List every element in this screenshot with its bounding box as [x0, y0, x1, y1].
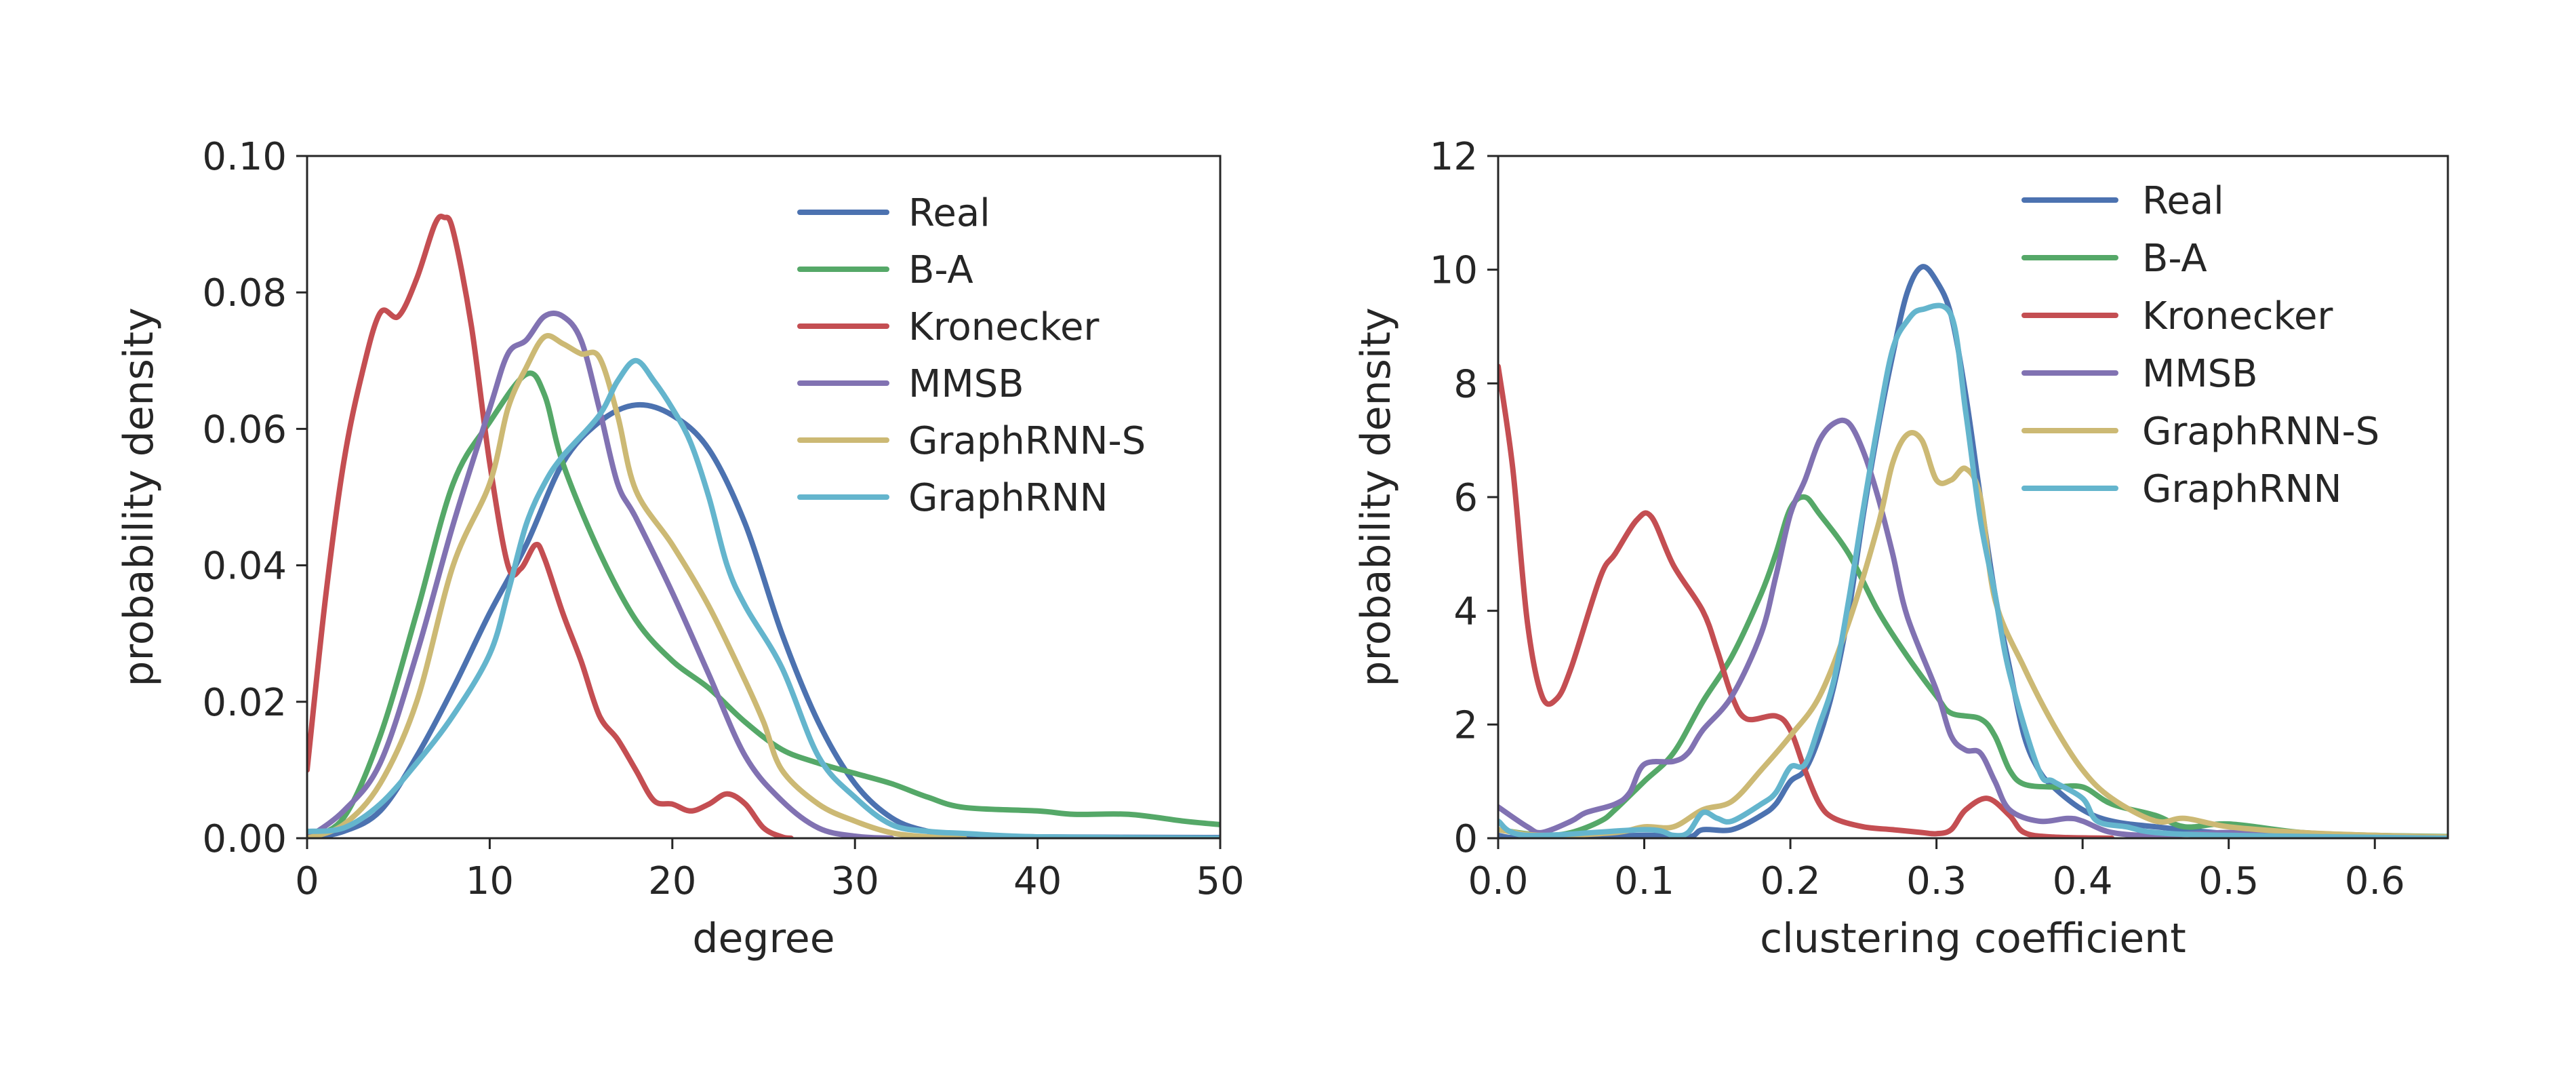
y-tick-label: 8: [1453, 362, 1478, 406]
legend-label: GraphRNN: [908, 476, 1108, 520]
x-tick-label: 0.2: [1760, 859, 1821, 903]
legend-label: Kronecker: [908, 305, 1100, 349]
y-tick-label: 4: [1453, 590, 1478, 634]
legend-label: Kronecker: [2142, 294, 2333, 338]
series-line-real: [1498, 264, 2448, 838]
x-tick-label: 0.4: [2053, 859, 2113, 903]
x-tick-label: 30: [831, 859, 879, 903]
x-tick-label: 0: [295, 859, 319, 903]
legend-label: MMSB: [908, 362, 1024, 406]
x-tick-label: 0.5: [2198, 859, 2259, 903]
y-tick-label: 0.08: [202, 271, 287, 315]
x-tick-label: 0.0: [1468, 859, 1528, 903]
legend-label: B-A: [908, 248, 973, 292]
y-axis-label: probability density: [1352, 307, 1400, 686]
series-line-mmsb: [307, 310, 895, 838]
legend: Real B-A Kronecker MMSB GraphRNN-S GraphRNN: [797, 191, 1146, 520]
series-line-kronecker: [1498, 363, 2115, 838]
x-tick-label: 50: [1196, 859, 1244, 903]
legend-label: GraphRNN-S: [908, 419, 1146, 463]
x-tick-label: 40: [1013, 859, 1062, 903]
y-tick-label: 0.06: [202, 408, 287, 452]
axes-frame: [306, 155, 1222, 840]
series-line-b-a: [1498, 494, 2448, 838]
x-tick-label: 10: [466, 859, 514, 903]
series-line-kronecker: [307, 214, 794, 838]
chart-panel-2: 0.0 0.1 0.2 0.3 0.4 0.5 0.6 0 2 4 6 8 10 12 clustering…: [1352, 135, 2449, 962]
legend-label: Real: [2142, 179, 2224, 223]
series-line-mmsb: [1498, 417, 2448, 838]
y-tick-label: 10: [1430, 249, 1478, 293]
x-axis-label: clustering coefficient: [1760, 915, 2186, 962]
legend-label: Real: [908, 191, 990, 235]
chart-panel-1: 0 10 20 30 40 50 0.00 0.02 0.04 0.06 0.08 0.10 degre…: [115, 135, 1245, 962]
x-tick-label: 0.6: [2345, 859, 2405, 903]
y-tick-label: 12: [1430, 135, 1478, 179]
y-tick-label: 0.00: [202, 817, 287, 861]
legend-label: MMSB: [2142, 352, 2258, 396]
legend-label: GraphRNN-S: [2142, 410, 2379, 454]
series-line-real: [307, 401, 1220, 838]
y-tick-label: 0.02: [202, 681, 287, 725]
y-axis-label: probability density: [115, 307, 163, 686]
series-line-graphrnn-s: [307, 333, 967, 838]
y-tick-label: 0.04: [202, 545, 287, 589]
y-tick-label: 6: [1453, 476, 1478, 520]
x-tick-label: 20: [648, 859, 696, 903]
series-line-graphrnn: [307, 357, 1220, 838]
series-line-b-a: [307, 370, 1220, 838]
legend-label: GraphRNN: [2142, 467, 2341, 511]
x-tick-label: 0.3: [1906, 859, 1967, 903]
y-tick-label: 0: [1453, 817, 1478, 861]
legend: Real B-A Kronecker MMSB GraphRNN-S GraphRNN: [2021, 179, 2379, 511]
y-tick-label: 0.10: [202, 135, 287, 179]
x-axis-label: degree: [692, 915, 834, 962]
y-tick-label: 2: [1453, 703, 1478, 747]
legend-label: B-A: [2142, 237, 2207, 281]
x-tick-label: 0.1: [1614, 859, 1674, 903]
series-line-graphrnn: [1498, 302, 2448, 838]
